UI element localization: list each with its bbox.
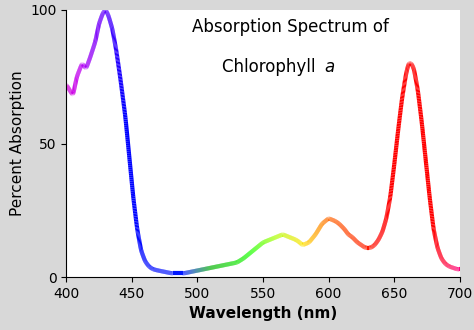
X-axis label: Wavelength (nm): Wavelength (nm) <box>189 307 337 321</box>
Text: Chlorophyll: Chlorophyll <box>221 58 320 76</box>
Y-axis label: Percent Absorption: Percent Absorption <box>9 71 25 216</box>
Text: Absorption Spectrum of: Absorption Spectrum of <box>192 18 389 36</box>
Text: a: a <box>324 58 334 76</box>
